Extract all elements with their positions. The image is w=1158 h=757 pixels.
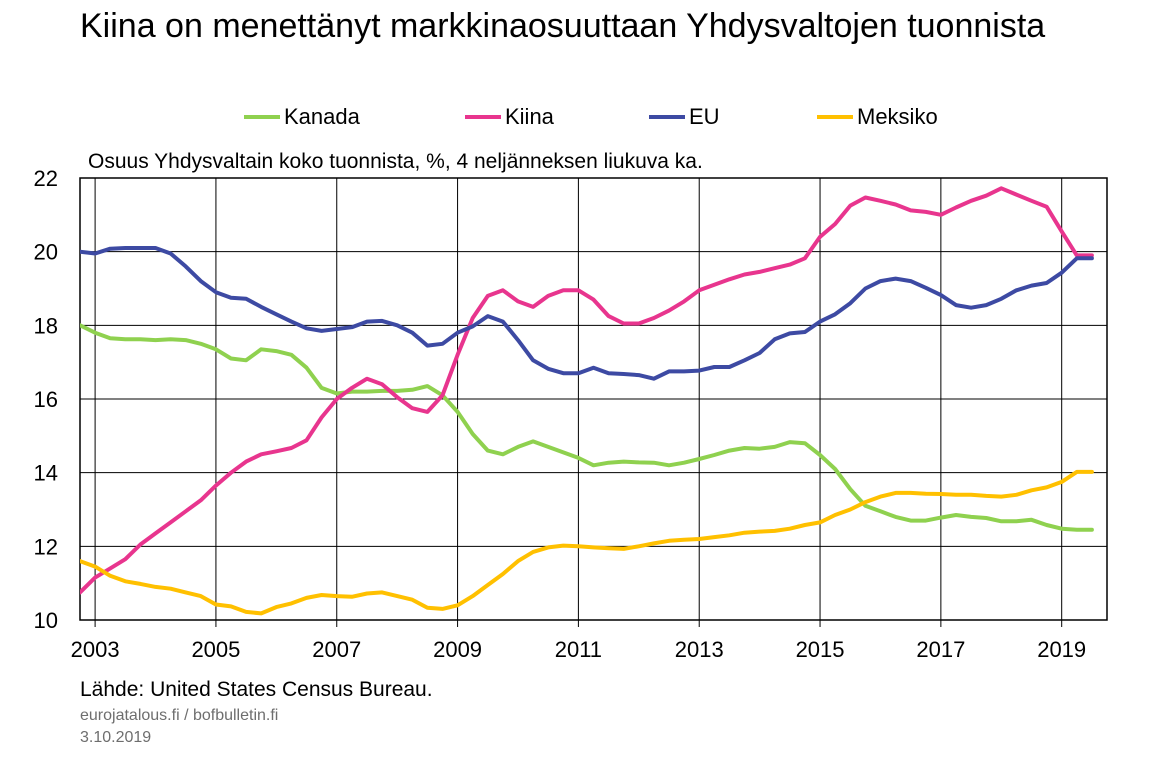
legend-label-kiina: Kiina <box>505 104 554 129</box>
plot-frame <box>79 177 1108 621</box>
credit-date: 3.10.2019 <box>80 729 152 746</box>
legend-swatch-eu <box>649 115 685 119</box>
legend-label-kanada: Kanada <box>284 104 360 129</box>
series-line-meksiko <box>80 469 1094 616</box>
x-tick-label: 2003 <box>71 637 120 662</box>
x-tick-label: 2019 <box>1037 637 1086 662</box>
legend-swatch-kanada <box>244 115 280 119</box>
y-tick-label: 18 <box>34 313 58 338</box>
y-tick-label: 20 <box>34 240 58 265</box>
legend-swatch-kiina <box>465 115 501 119</box>
legend-item-meksiko: Meksiko <box>817 100 938 134</box>
y-tick-label: 22 <box>34 166 58 191</box>
legend-item-kiina: Kiina <box>465 100 554 134</box>
y-tick-label: 16 <box>34 387 58 412</box>
chart-subtitle: Osuus Yhdysvaltain koko tuonnista, %, 4 … <box>88 150 703 173</box>
legend: Kanada Kiina EU Meksiko <box>0 100 1158 134</box>
x-tick-label: 2017 <box>916 637 965 662</box>
y-tick-label: 14 <box>34 461 58 486</box>
legend-item-kanada: Kanada <box>244 100 360 134</box>
legend-label-eu: EU <box>689 104 720 129</box>
legend-label-meksiko: Meksiko <box>857 104 938 129</box>
x-tick-label: 2015 <box>796 637 845 662</box>
legend-swatch-meksiko <box>817 115 853 119</box>
series-line-eu <box>80 246 1094 381</box>
series-line-kanada <box>80 323 1094 532</box>
chart-title: Kiina on menettänyt markkinaosuuttaan Yh… <box>80 7 1046 45</box>
legend-item-eu: EU <box>649 100 720 134</box>
x-tick-label: 2009 <box>433 637 482 662</box>
x-tick-label: 2011 <box>555 637 602 662</box>
credit-site: eurojatalous.fi / bofbulletin.fi <box>80 707 279 724</box>
source-note: Lähde: United States Census Bureau. <box>80 678 433 701</box>
x-tick-label: 2007 <box>312 637 361 662</box>
y-tick-label: 12 <box>34 534 58 559</box>
y-tick-label: 10 <box>34 608 58 633</box>
series-line-kiina <box>80 186 1094 595</box>
x-tick-label: 2005 <box>191 637 240 662</box>
x-tick-label: 2013 <box>675 637 724 662</box>
